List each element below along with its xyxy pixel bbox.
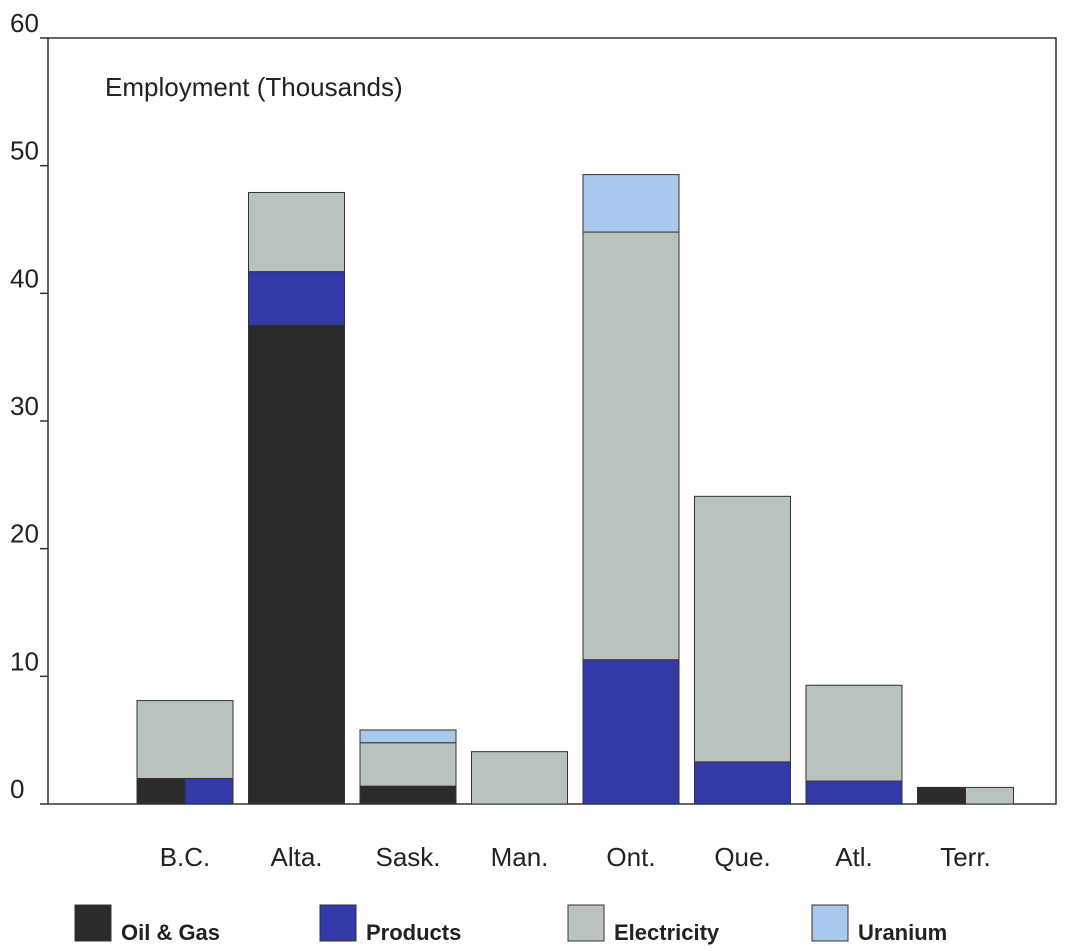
bar-segment-electricity-sask [359, 742, 457, 787]
bars [136, 174, 1014, 805]
legend-swatch [567, 904, 605, 942]
bar-segment-oil-gas-bc [136, 777, 186, 805]
bar-segment-electricity-atl [805, 684, 903, 782]
bar-segment-oil-gas-alta [248, 324, 345, 805]
bar-segment-products-que [694, 761, 791, 805]
legend-label: Uranium [858, 920, 947, 945]
bar-segment-electricity-bc [136, 700, 234, 779]
legend-swatch [319, 904, 357, 942]
legend: Oil & Gas Products Electricity Uranium [74, 904, 947, 945]
bar-segment-uranium-sask [359, 729, 457, 744]
bar-segment-electricity-terr [965, 786, 1014, 805]
y-tick-label: 30 [10, 391, 39, 421]
bar-segment-products-alta [248, 271, 345, 326]
x-tick-label: Atl. [835, 842, 873, 872]
y-tick-label: 20 [10, 519, 39, 549]
x-tick-label: Sask. [375, 842, 440, 872]
x-tick-label: B.C. [160, 842, 211, 872]
bar-segment-electricity-que [694, 495, 791, 763]
legend-label: Electricity [614, 920, 720, 945]
bar-segment-products-atl [805, 780, 903, 805]
bar-segment-uranium-ont [582, 174, 680, 233]
x-tick-label: Terr. [940, 842, 991, 872]
x-axis: B.C. Alta. Sask. Man. Ont. Que. Atl. Terr. [160, 842, 991, 872]
bar-segment-electricity-ont [582, 231, 680, 661]
y-tick-label: 50 [10, 136, 39, 166]
legend-label: Products [366, 920, 461, 945]
legend-swatch [811, 904, 849, 942]
y-tick-label: 0 [10, 774, 24, 804]
bar-segment-electricity-man [471, 751, 568, 805]
x-tick-label: Que. [714, 842, 770, 872]
x-tick-label: Ont. [606, 842, 655, 872]
bar-segment-oil-gas-terr [917, 786, 966, 805]
legend-swatch [74, 904, 112, 942]
y-tick-label: 60 [10, 8, 39, 38]
bar-segment-electricity-alta [248, 191, 345, 273]
y-tick-label: 10 [10, 646, 39, 676]
y-tick-label: 40 [10, 263, 39, 293]
x-tick-label: Man. [491, 842, 549, 872]
y-axis-label: Employment (Thousands) [105, 72, 403, 102]
bar-segment-oil-gas-sask [359, 785, 457, 805]
x-tick-label: Alta. [270, 842, 322, 872]
plot-background [47, 37, 1057, 805]
bar-segment-products-ont [582, 659, 680, 805]
bar-segment-products-bc [184, 777, 234, 805]
legend-label: Oil & Gas [121, 920, 220, 945]
y-axis: 0 10 20 30 40 50 60 [10, 8, 48, 805]
